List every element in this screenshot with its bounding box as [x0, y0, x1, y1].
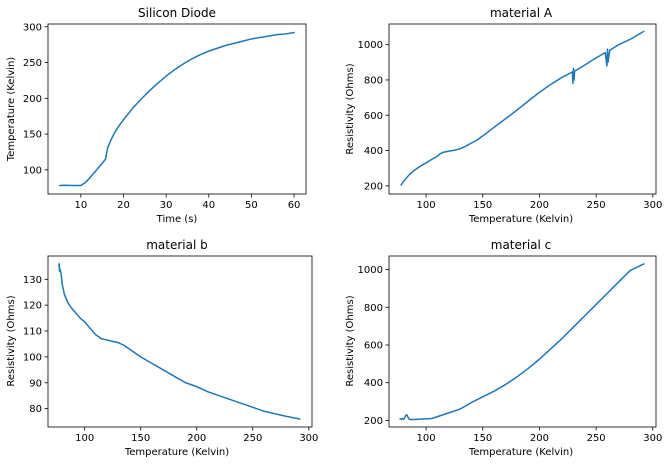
y-axis-label: Resistivity (Ohms) — [345, 295, 356, 386]
x-tick-label: 40 — [202, 200, 215, 211]
chart-title: Silicon Diode — [138, 6, 216, 20]
y-tick-label: 90 — [29, 378, 42, 389]
x-axis-label: Temperature (Kelvin) — [468, 447, 573, 458]
tick-marks: 10 20 30 40 50 60 100 150 200 250 300 — [23, 22, 301, 211]
subplot-material-a: material A Temperature (Kelvin) Resistiv… — [345, 6, 662, 225]
x-tick-label: 100 — [417, 200, 436, 211]
x-tick-label: 300 — [643, 433, 662, 444]
tick-marks: 100 150 200 250 300 200 400 600 800 1000 — [358, 40, 663, 211]
x-tick-label: 200 — [187, 433, 206, 444]
x-tick-label: 100 — [75, 433, 94, 444]
y-tick-label: 120 — [23, 301, 42, 312]
y-tick-label: 400 — [364, 378, 383, 389]
x-tick-label: 200 — [530, 200, 549, 211]
y-tick-label: 1000 — [358, 40, 383, 51]
x-tick-label: 20 — [117, 200, 130, 211]
y-tick-label: 1000 — [358, 265, 383, 276]
y-tick-label: 200 — [364, 416, 383, 427]
y-tick-label: 200 — [364, 181, 383, 192]
subplot-silicon-diode: Silicon Diode Time (s) Temperature (Kelv… — [6, 6, 307, 225]
x-axis-label: Temperature (Kelvin) — [468, 214, 573, 225]
y-tick-label: 100 — [23, 165, 42, 176]
y-tick-label: 130 — [23, 275, 42, 286]
axes-frame — [47, 255, 313, 428]
series-line — [58, 263, 301, 420]
y-tick-label: 300 — [23, 22, 42, 33]
y-tick-label: 600 — [364, 340, 383, 351]
tick-marks: 100 150 200 250 300 200 400 600 800 1000 — [358, 265, 663, 444]
x-tick-label: 150 — [473, 200, 492, 211]
y-tick-label: 800 — [364, 303, 383, 314]
x-axis-label: Temperature (Kelvin) — [124, 447, 229, 458]
y-tick-label: 110 — [23, 327, 42, 338]
series-line — [58, 31, 295, 187]
subplot-material-b: material b Temperature (Kelvin) Resistiv… — [6, 238, 318, 458]
axes-frame — [388, 23, 657, 195]
y-tick-label: 80 — [29, 404, 42, 415]
y-tick-label: 150 — [23, 130, 42, 141]
x-tick-label: 150 — [131, 433, 150, 444]
chart-title: material A — [490, 6, 553, 20]
y-tick-label: 250 — [23, 58, 42, 69]
y-axis-label: Resistivity (Ohms) — [345, 63, 356, 154]
chart-title: material c — [491, 238, 552, 252]
x-tick-label: 300 — [299, 433, 318, 444]
y-axis-label: Temperature (Kelvin) — [6, 57, 17, 162]
x-tick-label: 150 — [473, 433, 492, 444]
y-tick-label: 100 — [23, 352, 42, 363]
y-tick-label: 200 — [23, 94, 42, 105]
subplot-material-c: material c Temperature (Kelvin) Resistiv… — [345, 238, 662, 458]
x-tick-label: 30 — [160, 200, 173, 211]
x-axis-label: Time (s) — [156, 214, 198, 225]
x-tick-label: 250 — [243, 433, 262, 444]
tick-marks: 100 150 200 250 300 80 90 100 110 120 130 — [23, 275, 319, 444]
x-tick-label: 50 — [245, 200, 258, 211]
x-tick-label: 200 — [530, 433, 549, 444]
axes-frame — [388, 255, 657, 428]
y-tick-label: 600 — [364, 111, 383, 122]
axes-frame — [47, 23, 307, 195]
series-line — [400, 30, 645, 186]
x-tick-label: 250 — [587, 200, 606, 211]
chart-title: material b — [146, 238, 208, 252]
x-tick-label: 250 — [587, 433, 606, 444]
series-line — [399, 263, 645, 421]
x-tick-label: 60 — [288, 200, 301, 211]
y-axis-label: Resistivity (Ohms) — [6, 295, 17, 386]
x-tick-label: 10 — [74, 200, 87, 211]
y-tick-label: 400 — [364, 146, 383, 157]
x-tick-label: 100 — [417, 433, 436, 444]
y-tick-label: 800 — [364, 75, 383, 86]
x-tick-label: 300 — [643, 200, 662, 211]
